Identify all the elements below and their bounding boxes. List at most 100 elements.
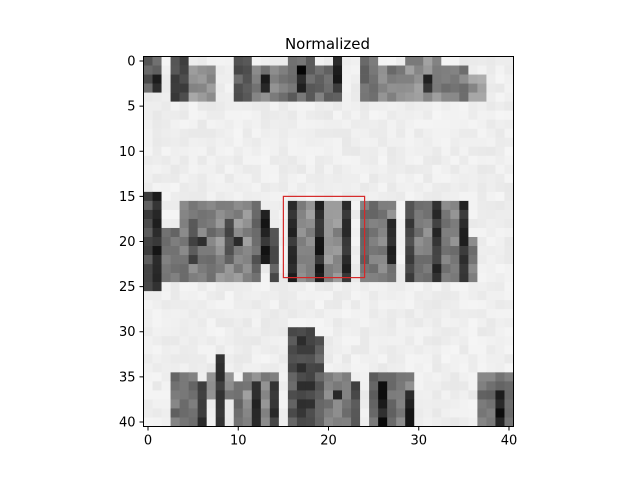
- heatmap-cell: [260, 381, 271, 391]
- heatmap-cell: [305, 354, 316, 364]
- heatmap-cell: [170, 408, 180, 418]
- heatmap-cell: [459, 309, 469, 319]
- heatmap-cell: [188, 345, 198, 355]
- heatmap-cell: [305, 327, 316, 337]
- heatmap-cell: [468, 137, 478, 148]
- heatmap-cell: [269, 137, 280, 148]
- heatmap-cell: [423, 264, 433, 274]
- heatmap-cell: [251, 128, 262, 139]
- heatmap-cell: [351, 327, 361, 337]
- heatmap-cell: [468, 74, 478, 84]
- heatmap-cell: [161, 200, 171, 211]
- heatmap-cell: [468, 390, 478, 400]
- heatmap-cell: [342, 408, 352, 418]
- heatmap-cell: [414, 146, 424, 157]
- heatmap-cell: [450, 110, 460, 121]
- heatmap-cell: [396, 92, 406, 102]
- heatmap-cell: [495, 101, 505, 111]
- heatmap-cell: [495, 56, 505, 66]
- heatmap-cell: [432, 264, 442, 274]
- heatmap-cell: [269, 83, 280, 93]
- heatmap-cell: [360, 291, 370, 301]
- heatmap-cell: [152, 291, 162, 301]
- heatmap-cell: [197, 182, 208, 193]
- heatmap-cell: [468, 218, 478, 229]
- heatmap-cell: [351, 146, 361, 157]
- heatmap-cell: [333, 363, 343, 373]
- heatmap-cell: [224, 137, 235, 148]
- heatmap-cell: [287, 381, 298, 391]
- heatmap-cell: [360, 363, 370, 373]
- heatmap-cell: [305, 291, 316, 301]
- heatmap-cell: [360, 408, 370, 418]
- heatmap-cell: [351, 74, 361, 84]
- heatmap-cell: [152, 255, 162, 265]
- heatmap-cell: [233, 173, 244, 184]
- heatmap-cell: [152, 282, 162, 292]
- heatmap-cell: [360, 318, 370, 328]
- heatmap-cell: [260, 399, 271, 409]
- heatmap-cell: [251, 318, 262, 328]
- heatmap-cell: [197, 137, 208, 148]
- heatmap-cell: [459, 417, 469, 427]
- heatmap-cell: [387, 372, 397, 382]
- heatmap-cell: [251, 200, 262, 211]
- heatmap-cell: [305, 83, 316, 93]
- heatmap-cell: [305, 236, 316, 247]
- heatmap-cell: [369, 300, 379, 310]
- heatmap-cell: [432, 173, 442, 184]
- heatmap-cell: [423, 417, 433, 427]
- heatmap-cell: [360, 173, 370, 184]
- heatmap-cell: [396, 146, 406, 157]
- heatmap-cell: [432, 255, 442, 265]
- heatmap-cell: [323, 110, 334, 121]
- heatmap-cell: [378, 399, 388, 409]
- heatmap-cell: [459, 227, 469, 238]
- heatmap-cell: [224, 417, 235, 427]
- heatmap-cell: [504, 200, 514, 211]
- heatmap-cell: [197, 218, 208, 229]
- heatmap-cell: [260, 318, 271, 328]
- heatmap-cell: [197, 390, 208, 400]
- heatmap-cell: [224, 56, 235, 66]
- heatmap-cell: [251, 381, 262, 391]
- heatmap-cell: [333, 83, 343, 93]
- heatmap-cell: [369, 336, 379, 346]
- heatmap-cell: [296, 345, 307, 355]
- heatmap-cell: [206, 408, 217, 418]
- heatmap-cell: [441, 218, 451, 229]
- heatmap-cell: [224, 246, 235, 256]
- heatmap-cell: [414, 381, 424, 391]
- heatmap-cell: [459, 354, 469, 364]
- heatmap-cell: [333, 227, 343, 238]
- heatmap-cell: [233, 83, 244, 93]
- heatmap-cell: [450, 417, 460, 427]
- heatmap-cell: [486, 363, 496, 373]
- heatmap-cell: [260, 155, 271, 166]
- heatmap-cell: [405, 282, 415, 292]
- heatmap-cell: [387, 336, 397, 346]
- heatmap-cell: [450, 372, 460, 382]
- heatmap-cell: [459, 119, 469, 130]
- heatmap-cell: [143, 300, 153, 310]
- heatmap-cell: [260, 236, 271, 247]
- heatmap-cell: [206, 273, 217, 283]
- heatmap-cell: [143, 309, 153, 319]
- heatmap-cell: [278, 119, 289, 130]
- heatmap-cell: [369, 191, 379, 202]
- heatmap-cell: [314, 146, 325, 157]
- heatmap-cell: [278, 381, 289, 391]
- heatmap-cell: [495, 363, 505, 373]
- heatmap-cell: [251, 417, 262, 427]
- heatmap-cell: [387, 173, 397, 184]
- heatmap-cell: [441, 227, 451, 238]
- heatmap-cell: [224, 336, 235, 346]
- heatmap-cell: [260, 182, 271, 193]
- heatmap-cell: [468, 300, 478, 310]
- heatmap-cell: [260, 282, 271, 292]
- y-tick-label: 20: [119, 235, 136, 250]
- heatmap-cell: [314, 92, 325, 102]
- heatmap-cell: [269, 291, 280, 301]
- heatmap-cell: [432, 291, 442, 301]
- heatmap-cell: [459, 291, 469, 301]
